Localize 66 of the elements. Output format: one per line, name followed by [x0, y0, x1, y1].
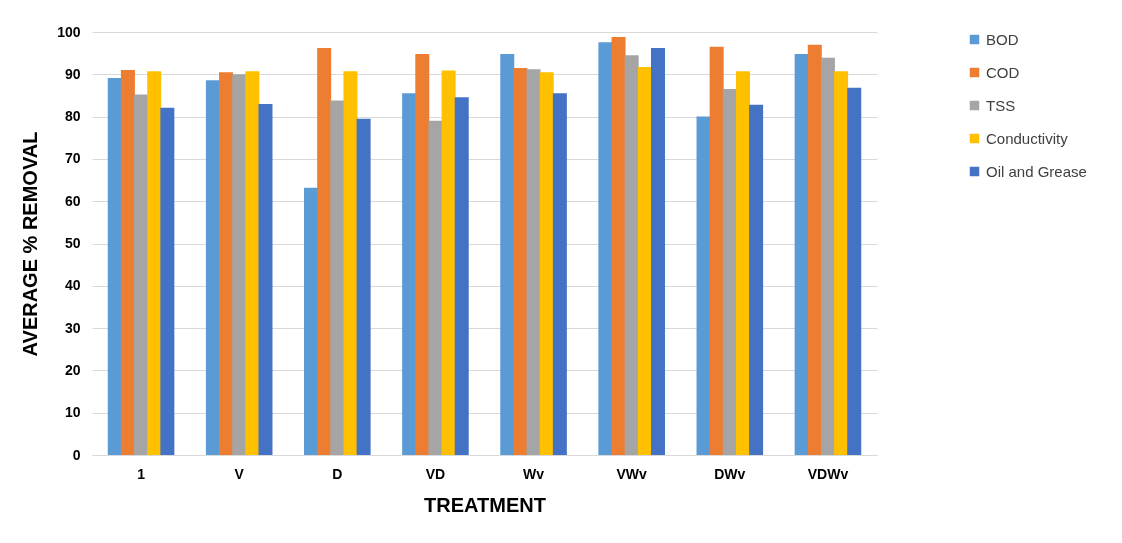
bar — [611, 37, 626, 455]
bar — [219, 72, 234, 455]
bar — [735, 71, 750, 455]
bar — [552, 93, 567, 455]
y-tick-label: 10 — [64, 404, 81, 421]
bar — [454, 97, 469, 455]
bar — [205, 80, 220, 455]
bar — [415, 54, 430, 455]
y-tick-label: 40 — [64, 277, 81, 294]
y-axis-title: AVERAGE % REMOVAL — [19, 131, 42, 357]
bar — [258, 103, 273, 455]
bar — [343, 71, 358, 455]
x-tick-label: V — [234, 465, 245, 482]
x-tick-label: DWv — [714, 465, 746, 482]
y-tick-label: 90 — [64, 65, 81, 82]
y-tick-label: 30 — [64, 319, 81, 336]
bar — [526, 69, 541, 455]
y-tick-label: 0 — [72, 446, 81, 463]
bar — [749, 104, 764, 455]
legend-label: TSS — [986, 96, 1016, 114]
bar — [650, 48, 665, 455]
bar — [637, 67, 652, 455]
bar — [107, 78, 122, 455]
bar — [539, 72, 554, 455]
bar — [245, 71, 260, 455]
bar — [356, 118, 371, 455]
legend-label: BOD — [986, 30, 1019, 48]
bar — [794, 54, 809, 455]
bar — [722, 89, 737, 455]
x-tick-label: VD — [425, 465, 446, 482]
bar — [330, 100, 345, 455]
bar — [847, 87, 862, 455]
y-tick-label: 20 — [64, 361, 81, 378]
bar — [120, 70, 135, 455]
legend-label: Conductivity — [986, 129, 1069, 147]
bar — [807, 44, 822, 455]
bar — [147, 71, 162, 455]
x-tick-label: VDWv — [807, 465, 849, 482]
bar — [402, 93, 417, 455]
legend-label: COD — [986, 63, 1020, 81]
bar — [304, 187, 319, 455]
x-tick-label: D — [332, 465, 343, 482]
bar — [624, 55, 639, 455]
x-tick-label: VWv — [616, 465, 648, 482]
bar — [441, 70, 456, 455]
y-tick-label: 80 — [64, 108, 81, 125]
bar — [160, 107, 175, 455]
bar — [134, 94, 149, 455]
bar — [709, 46, 724, 455]
bar — [834, 71, 849, 455]
x-tick-label: Wv — [523, 465, 545, 482]
y-tick-label: 50 — [64, 235, 81, 251]
bar — [598, 42, 613, 455]
bar — [317, 48, 332, 455]
y-tick-label: 60 — [64, 192, 81, 209]
x-tick-label: 1 — [137, 465, 146, 482]
bar — [232, 74, 247, 455]
bar — [428, 120, 443, 455]
y-tick-label: 100 — [57, 23, 81, 40]
bar — [500, 54, 515, 455]
y-tick-label: 70 — [64, 150, 81, 167]
legend-label: Oil and Grease — [986, 162, 1087, 180]
bar — [513, 67, 528, 455]
x-axis-title: TREATMENT — [424, 493, 546, 516]
bar — [696, 116, 711, 455]
bar — [820, 57, 835, 455]
